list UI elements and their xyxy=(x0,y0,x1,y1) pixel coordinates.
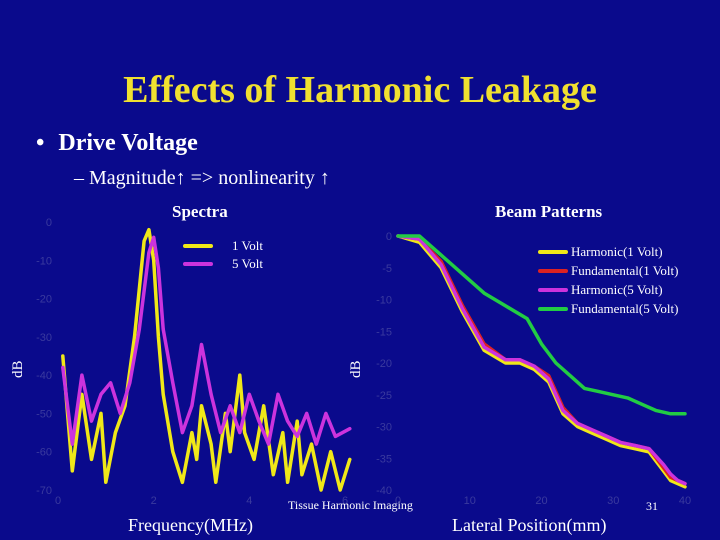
spectra-xlabel: Frequency(MHz) xyxy=(128,515,253,535)
slide-title: Effects of Harmonic Leakage xyxy=(123,69,597,111)
spectra-title: Spectra xyxy=(172,202,228,221)
ytick-label: -70 xyxy=(36,485,52,497)
bullet-marker: • xyxy=(36,130,45,156)
beam-patterns-title: Beam Patterns xyxy=(495,202,603,221)
footer-text: Tissue Harmonic Imaging xyxy=(288,498,413,512)
xtick-label: 6 xyxy=(342,495,348,507)
ytick-label: -30 xyxy=(36,332,52,344)
xtick-label: 30 xyxy=(607,495,619,507)
xtick-label: 2 xyxy=(151,495,157,507)
series-line-harmonic-5-volt- xyxy=(396,234,687,486)
sub-bullet: – Magnitude↑ => nonlinearity ↑ xyxy=(74,167,330,189)
series-line-5-volt xyxy=(61,235,352,446)
xtick-label: 20 xyxy=(535,495,547,507)
legend-label: Harmonic(1 Volt) xyxy=(571,244,663,259)
beam-xlabel: Lateral Position(mm) xyxy=(452,515,607,535)
ytick-label: -10 xyxy=(376,295,392,307)
ytick-label: -20 xyxy=(376,358,392,370)
xtick-label: 10 xyxy=(464,495,476,507)
xtick-label: 0 xyxy=(395,495,401,507)
legend-label: 1 Volt xyxy=(232,238,263,253)
ytick-label: 0 xyxy=(46,217,52,229)
series-line-1-volt xyxy=(61,227,352,492)
ytick-label: -40 xyxy=(376,485,392,497)
ytick-label: -40 xyxy=(36,370,52,382)
legend-label: Fundamental(5 Volt) xyxy=(571,301,679,316)
page-number: 31 xyxy=(646,499,658,513)
xtick-label: 0 xyxy=(55,495,61,507)
bullet-text: Drive Voltage xyxy=(58,130,198,156)
series-line-fundamental-5-volt- xyxy=(396,234,687,416)
ytick-label: -15 xyxy=(376,326,392,338)
xtick-label: 4 xyxy=(246,495,252,507)
ytick-label: -50 xyxy=(36,408,52,420)
legend-label: Fundamental(1 Volt) xyxy=(571,263,679,278)
xtick-label: 40 xyxy=(679,495,691,507)
legend-label: 5 Volt xyxy=(232,256,263,271)
ytick-label: -10 xyxy=(36,255,52,267)
bullet-drive-voltage: • Drive Voltage xyxy=(36,130,198,157)
ytick-label: -25 xyxy=(376,390,392,402)
ytick-label: 0 xyxy=(386,231,392,243)
ytick-label: -35 xyxy=(376,453,392,465)
ytick-label: -30 xyxy=(376,422,392,434)
legend-label: Harmonic(5 Volt) xyxy=(571,282,663,297)
ytick-label: -60 xyxy=(36,447,52,459)
ytick-label: -20 xyxy=(36,294,52,306)
ytick-label: -5 xyxy=(382,263,392,275)
